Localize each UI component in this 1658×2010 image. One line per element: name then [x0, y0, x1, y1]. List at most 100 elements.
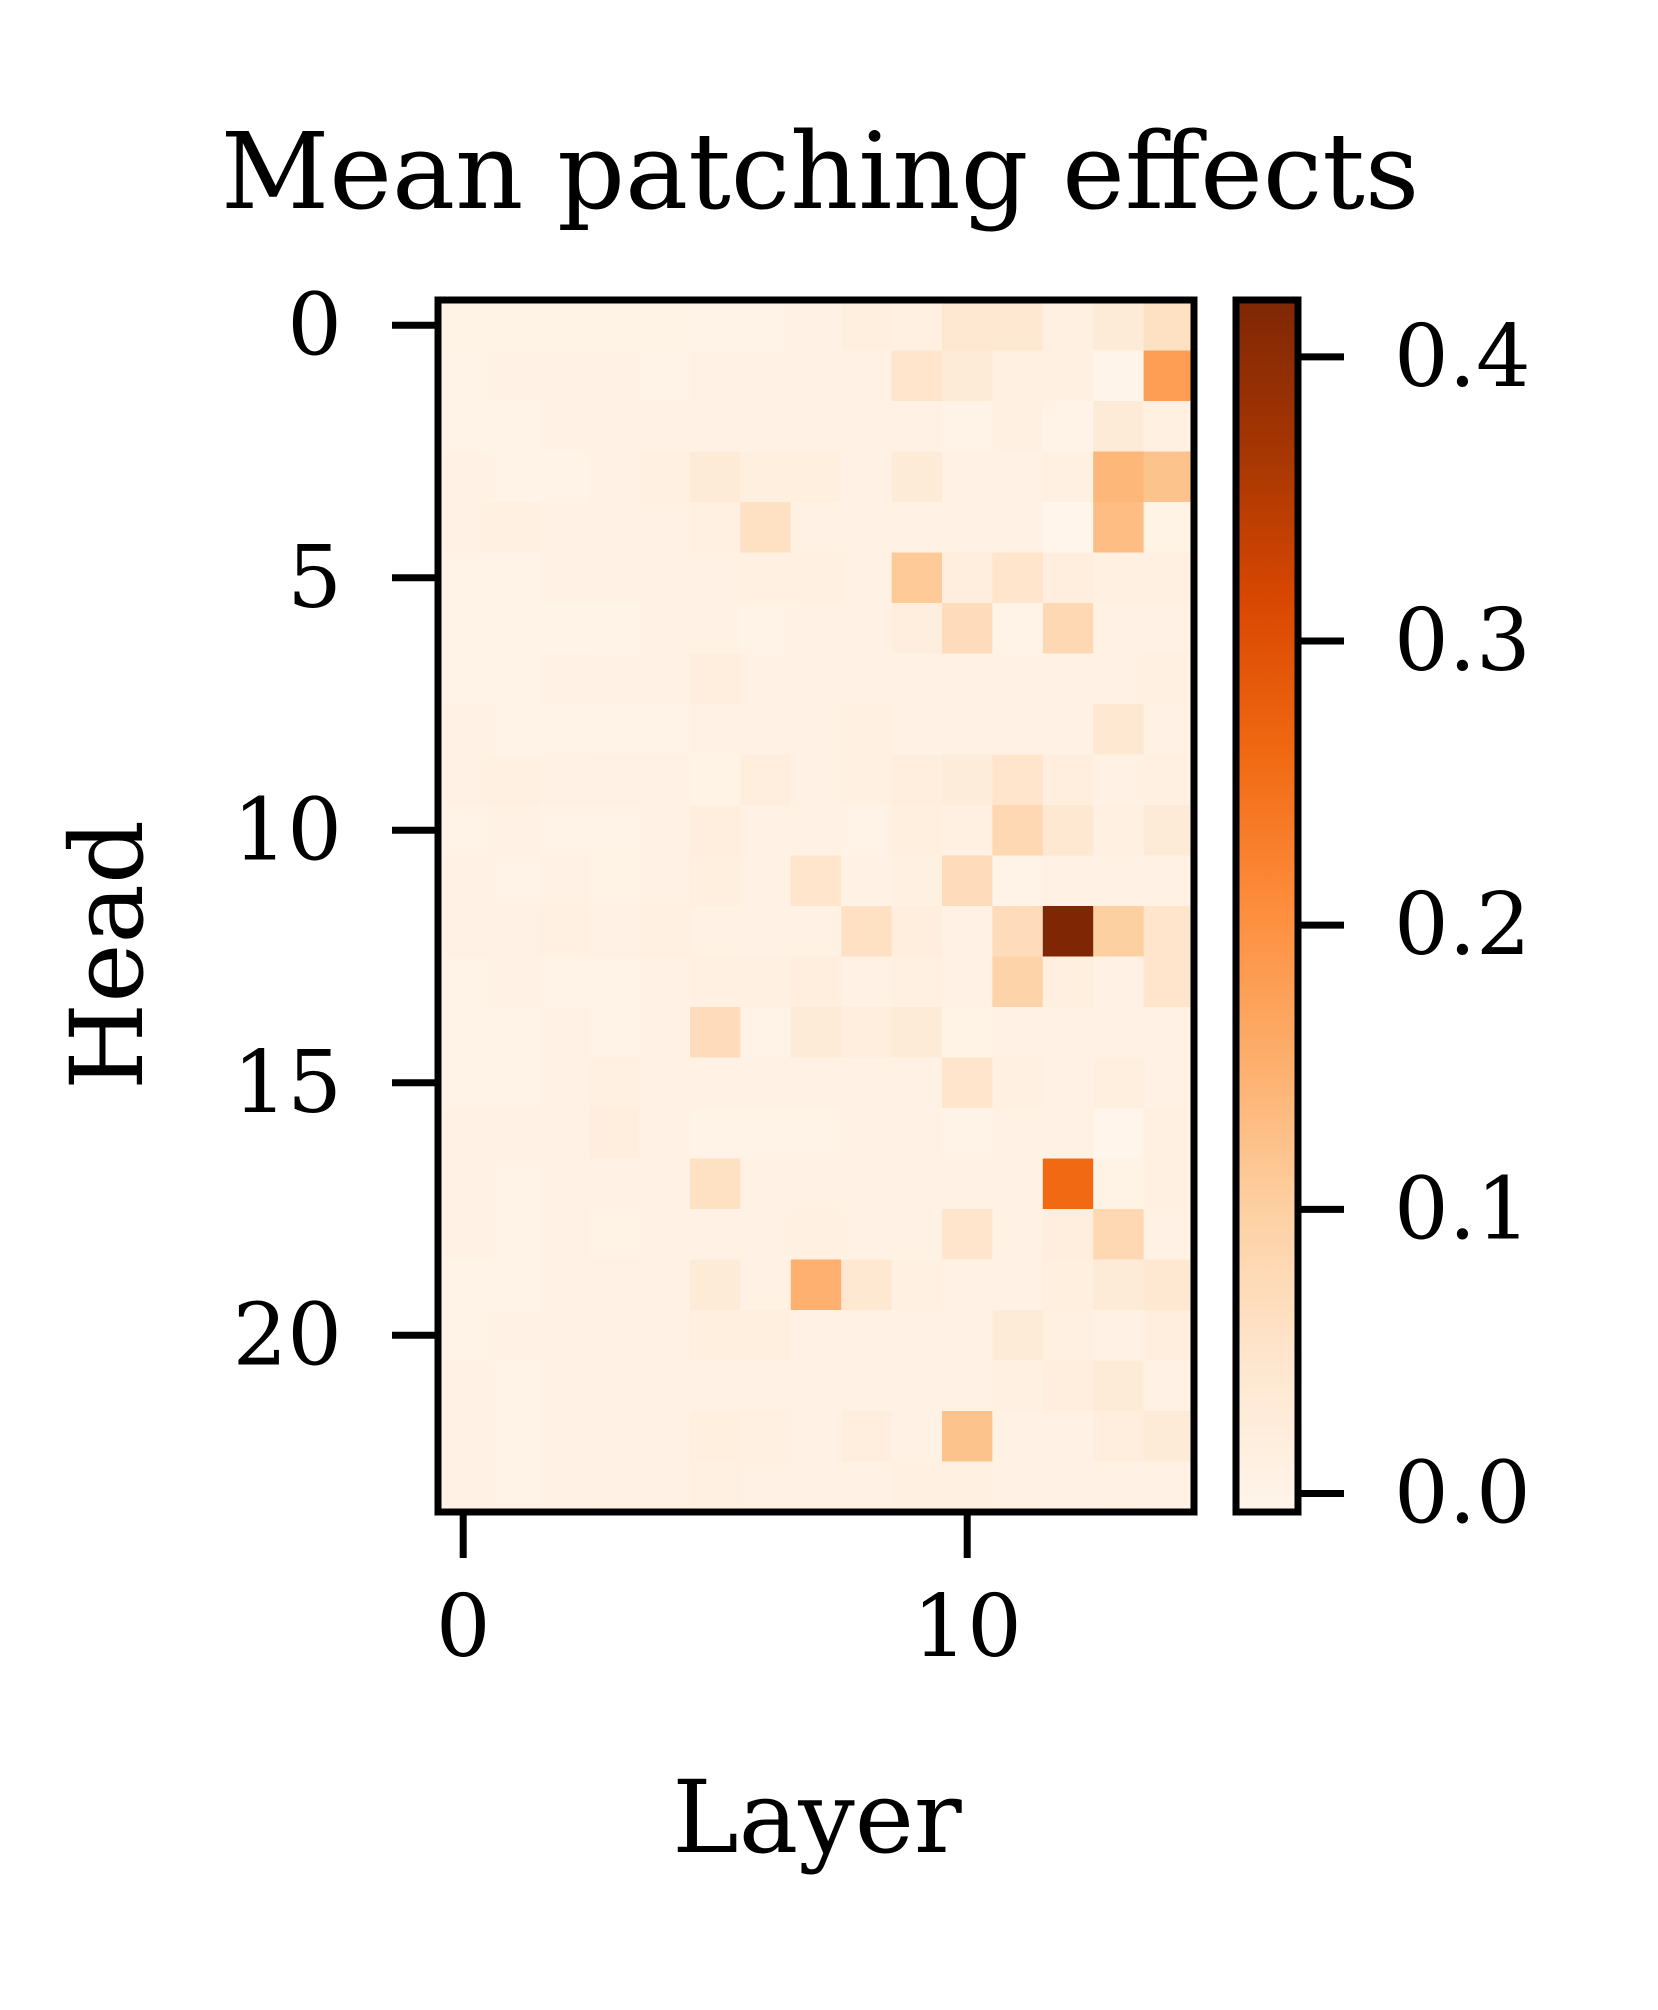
heatmap-cell-head-16-layer-12: [1042, 1108, 1094, 1160]
heatmap-cell-head-14-layer-0: [438, 1007, 489, 1059]
heatmap-cell-head-16-layer-11: [992, 1108, 1044, 1160]
heatmap-cell-head-16-layer-2: [538, 1108, 590, 1160]
heatmap-cell-head-23-layer-5: [690, 1461, 741, 1513]
heatmap-cell-head-13-layer-10: [942, 956, 993, 1008]
heatmap-cell-head-19-layer-3: [589, 1259, 641, 1311]
heatmap-cell-head-14-layer-14: [1143, 1007, 1195, 1059]
heatmap-cell-head-4-layer-9: [891, 502, 943, 554]
heatmap-cell-head-13-layer-0: [438, 956, 489, 1008]
heatmap-cell-head-18-layer-4: [639, 1209, 691, 1261]
heatmap-cell-head-2-layer-3: [589, 401, 641, 453]
heatmap-cell-head-13-layer-1: [488, 956, 540, 1008]
heatmap-cell-head-6-layer-10: [942, 603, 993, 655]
heatmap-cell-head-5-layer-9: [891, 552, 943, 604]
heatmap-cell-head-1-layer-4: [639, 350, 691, 402]
heatmap-cell-head-11-layer-6: [740, 855, 792, 907]
heatmap-cell-head-2-layer-4: [639, 401, 691, 453]
heatmap-cell-head-6-layer-4: [639, 603, 691, 655]
heatmap-cell-head-4-layer-8: [841, 502, 893, 554]
heatmap-cell-head-7-layer-12: [1042, 653, 1094, 705]
heatmap-cell-head-23-layer-0: [438, 1461, 489, 1513]
heatmap-cell-head-15-layer-5: [690, 1057, 741, 1109]
heatmap-cell-head-9-layer-13: [1093, 754, 1145, 806]
heatmap-cell-head-12-layer-8: [841, 906, 893, 958]
heatmap-cell-head-16-layer-1: [488, 1108, 540, 1160]
heatmap-cell-head-5-layer-6: [740, 552, 792, 604]
heatmap-cell-head-9-layer-6: [740, 754, 792, 806]
heatmap-cell-head-6-layer-2: [538, 603, 590, 655]
heatmap-cell-head-19-layer-2: [538, 1259, 590, 1311]
heatmap-cell-head-16-layer-4: [639, 1108, 691, 1160]
heatmap-cell-head-16-layer-10: [942, 1108, 993, 1160]
heatmap-cell-head-12-layer-1: [488, 906, 540, 958]
heatmap-cell-head-23-layer-13: [1093, 1461, 1145, 1513]
heatmap-cell-head-16-layer-9: [891, 1108, 943, 1160]
heatmap-cell-head-8-layer-4: [639, 704, 691, 756]
heatmap-cell-head-2-layer-14: [1143, 401, 1195, 453]
heatmap-cell-head-3-layer-11: [992, 451, 1044, 503]
heatmap-cell-head-14-layer-9: [891, 1007, 943, 1059]
heatmap-cell-head-1-layer-11: [992, 350, 1044, 402]
heatmap-cell-head-2-layer-6: [740, 401, 792, 453]
colorbar-tick-label: 0.1: [1394, 1159, 1531, 1259]
heatmap-cell-head-5-layer-13: [1093, 552, 1145, 604]
heatmap-cell-head-20-layer-14: [1143, 1310, 1195, 1362]
colorbar: [1236, 300, 1298, 1512]
heatmap-cell-head-3-layer-8: [841, 451, 893, 503]
heatmap-cell-head-23-layer-14: [1143, 1461, 1195, 1513]
heatmap-cell-head-1-layer-10: [942, 350, 993, 402]
heatmap-cell-head-13-layer-3: [589, 956, 641, 1008]
heatmap-cell-head-20-layer-11: [992, 1310, 1044, 1362]
heatmap-cell-head-10-layer-8: [841, 805, 893, 857]
heatmap-cell-head-18-layer-10: [942, 1209, 993, 1261]
heatmap-cell-head-7-layer-11: [992, 653, 1044, 705]
heatmap-cell-head-22-layer-10: [942, 1411, 993, 1463]
heatmap-cell-head-12-layer-0: [438, 906, 489, 958]
heatmap-cell-head-21-layer-2: [538, 1360, 590, 1412]
heatmap-cell-head-20-layer-12: [1042, 1310, 1094, 1362]
heatmap-cell-head-9-layer-7: [790, 754, 842, 806]
heatmap-cell-head-8-layer-7: [790, 704, 842, 756]
heatmap-cell-head-5-layer-7: [790, 552, 842, 604]
heatmap-cell-head-11-layer-8: [841, 855, 893, 907]
heatmap-cell-head-2-layer-8: [841, 401, 893, 453]
colorbar-tick-label: 0.4: [1394, 307, 1531, 407]
heatmap-cell-head-10-layer-12: [1042, 805, 1094, 857]
heatmap-cell-head-14-layer-11: [992, 1007, 1044, 1059]
heatmap-cell-head-12-layer-10: [942, 906, 993, 958]
heatmap-cell-head-9-layer-1: [488, 754, 540, 806]
heatmap-cell-head-16-layer-7: [790, 1108, 842, 1160]
heatmap-cell-head-0-layer-7: [790, 300, 842, 352]
heatmap-cell-head-13-layer-6: [740, 956, 792, 1008]
heatmap-cell-head-10-layer-13: [1093, 805, 1145, 857]
heatmap-cell-head-22-layer-9: [891, 1411, 943, 1463]
heatmap-cell-head-18-layer-1: [488, 1209, 540, 1261]
heatmap-cell-head-16-layer-5: [690, 1108, 741, 1160]
heatmap-cell-head-23-layer-1: [488, 1461, 540, 1513]
heatmap-cell-head-8-layer-13: [1093, 704, 1145, 756]
heatmap-cell-head-21-layer-1: [488, 1360, 540, 1412]
heatmap-cell-head-19-layer-0: [438, 1259, 489, 1311]
heatmap-cell-head-20-layer-4: [639, 1310, 691, 1362]
heatmap-cell-head-7-layer-7: [790, 653, 842, 705]
heatmap-cell-head-23-layer-6: [740, 1461, 792, 1513]
heatmap-cell-head-21-layer-6: [740, 1360, 792, 1412]
heatmap-cell-head-14-layer-1: [488, 1007, 540, 1059]
heatmap-cell-head-20-layer-9: [891, 1310, 943, 1362]
heatmap-cell-head-5-layer-3: [589, 552, 641, 604]
heatmap-cell-head-6-layer-5: [690, 603, 741, 655]
heatmap-cell-head-2-layer-0: [438, 401, 489, 453]
heatmap-cell-head-21-layer-0: [438, 1360, 489, 1412]
heatmap-cell-head-0-layer-14: [1143, 300, 1195, 352]
heatmap-cell-head-15-layer-11: [992, 1057, 1044, 1109]
heatmap-cell-head-0-layer-13: [1093, 300, 1145, 352]
heatmap-cell-head-1-layer-9: [891, 350, 943, 402]
heatmap-cell-head-19-layer-4: [639, 1259, 691, 1311]
heatmap-cell-head-22-layer-2: [538, 1411, 590, 1463]
heatmap-cell-head-19-layer-13: [1093, 1259, 1145, 1311]
heatmap-cell-head-8-layer-6: [740, 704, 792, 756]
colorbar-ticks: 0.0 0.1 0.2 0.3 0.4: [1298, 307, 1531, 1544]
heatmap-cell-head-19-layer-8: [841, 1259, 893, 1311]
heatmap-cell-head-17-layer-1: [488, 1158, 540, 1210]
heatmap-cell-head-1-layer-6: [740, 350, 792, 402]
